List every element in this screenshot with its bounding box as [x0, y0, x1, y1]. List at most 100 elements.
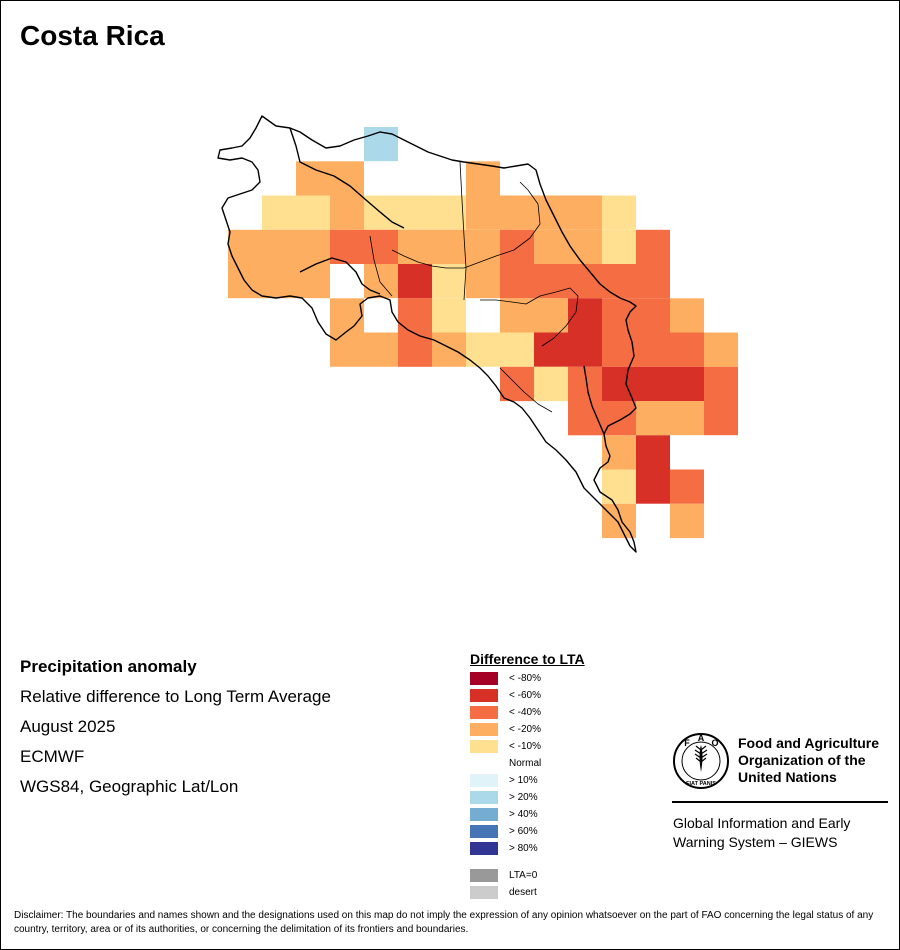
anomaly-cell: [704, 366, 738, 402]
legend-swatch: [470, 689, 498, 702]
legend-row: LTA=0: [470, 867, 585, 884]
legend-row: < -60%: [470, 687, 585, 704]
legend-row: < -10%: [470, 738, 585, 755]
anomaly-cell: [398, 264, 432, 299]
fao-name-line: United Nations: [738, 769, 837, 785]
province-boundary: [391, 249, 464, 269]
panama-border: [583, 365, 605, 435]
anomaly-cell: [534, 332, 568, 367]
legend-swatch: [470, 842, 498, 855]
legend-label: > 20%: [509, 792, 538, 803]
anomaly-cell: [704, 332, 738, 367]
info-period: August 2025: [20, 717, 116, 736]
legend-label: desert: [509, 887, 537, 898]
anomaly-cell: [262, 229, 296, 265]
anomaly-cell: [330, 161, 364, 196]
province-boundaries: [369, 161, 579, 413]
country-outlines: [217, 115, 637, 553]
legend: Difference to LTA < -80% < -60% < -40% < -2…: [470, 651, 585, 901]
fao-name: Food and Agriculture Organization of the…: [738, 735, 879, 786]
anomaly-cell: [670, 469, 704, 504]
anomaly-cell: [466, 229, 500, 265]
legend-swatch: [470, 774, 498, 787]
anomaly-cell: [500, 229, 534, 265]
legend-swatch: [470, 869, 498, 882]
anomaly-cell: [228, 298, 262, 333]
anomaly-cell: [364, 264, 398, 299]
disclaimer: Disclaimer: The boundaries and names sho…: [14, 910, 874, 935]
anomaly-cell: [296, 264, 330, 299]
anomaly-cell: [500, 298, 534, 333]
anomaly-cell: [636, 435, 670, 470]
anomaly-cell: [398, 298, 432, 333]
anomaly-cell: [364, 332, 398, 367]
legend-row: < -20%: [470, 721, 585, 738]
anomaly-cell: [466, 298, 500, 333]
anomaly-cell: [602, 229, 636, 265]
fao-logo-letter: A: [698, 733, 705, 743]
anomaly-cell: [670, 366, 704, 402]
anomaly-grid: [228, 127, 738, 539]
legend-title: Difference to LTA: [470, 651, 585, 667]
anomaly-cell: [432, 298, 466, 333]
legend-extra-items: LTA=0 desert: [470, 867, 585, 901]
fao-logo-letter: O: [711, 738, 718, 748]
anomaly-cell: [296, 229, 330, 265]
anomaly-cell: [670, 298, 704, 333]
anomaly-cell: [602, 298, 636, 333]
anomaly-cell: [398, 195, 432, 230]
anomaly-cell: [432, 264, 466, 299]
anomaly-cell: [534, 366, 568, 402]
anomaly-cell: [432, 195, 466, 230]
map-title: Costa Rica: [20, 20, 165, 51]
anomaly-cell: [568, 332, 602, 367]
anomaly-cell: [568, 195, 602, 230]
legend-label: < -10%: [509, 741, 541, 752]
legend-row: desert: [470, 884, 585, 901]
legend-row: > 40%: [470, 806, 585, 823]
anomaly-cell: [500, 195, 534, 230]
legend-row: > 20%: [470, 789, 585, 806]
nicaragua-border: [289, 127, 405, 229]
legend-row: > 80%: [470, 840, 585, 857]
fao-name-line: Organization of the: [738, 752, 866, 768]
province-boundary: [480, 287, 579, 347]
anomaly-cell: [262, 298, 296, 333]
legend-swatch: [470, 706, 498, 719]
legend-label: > 60%: [509, 826, 538, 837]
anomaly-cell: [602, 195, 636, 230]
legend-spacer: [470, 857, 585, 867]
info-source: ECMWF: [20, 747, 85, 766]
anomaly-cell: [364, 161, 398, 196]
legend-swatch: [470, 757, 498, 770]
anomaly-cell: [398, 161, 432, 196]
anomaly-cell: [466, 264, 500, 299]
legend-swatch: [470, 886, 498, 899]
fao-logo-letter: F: [684, 738, 690, 748]
legend-row: Normal: [470, 755, 585, 772]
anomaly-cell: [670, 435, 704, 470]
anomaly-cell: [704, 435, 738, 470]
anomaly-cell: [636, 401, 670, 436]
legend-row: > 10%: [470, 772, 585, 789]
anomaly-cell: [636, 298, 670, 333]
legend-label: LTA=0: [509, 870, 538, 881]
legend-row: < -40%: [470, 704, 585, 721]
anomaly-cell: [602, 401, 636, 436]
anomaly-cell: [262, 195, 296, 230]
anomaly-cell: [330, 195, 364, 230]
legend-swatch: [470, 740, 498, 753]
giews-line: Warning System – GIEWS: [673, 834, 838, 850]
legend-swatch: [470, 791, 498, 804]
anomaly-cell: [636, 332, 670, 367]
anomaly-cell: [296, 195, 330, 230]
info-heading: Precipitation anomaly: [20, 657, 197, 676]
legend-label: > 10%: [509, 775, 538, 786]
anomaly-cell: [432, 332, 466, 367]
anomaly-cell: [636, 503, 670, 539]
anomaly-cell: [704, 401, 738, 436]
anomaly-cell: [466, 195, 500, 230]
anomaly-cell: [636, 229, 670, 265]
anomaly-cell: [636, 264, 670, 299]
legend-label: < -20%: [509, 724, 541, 735]
